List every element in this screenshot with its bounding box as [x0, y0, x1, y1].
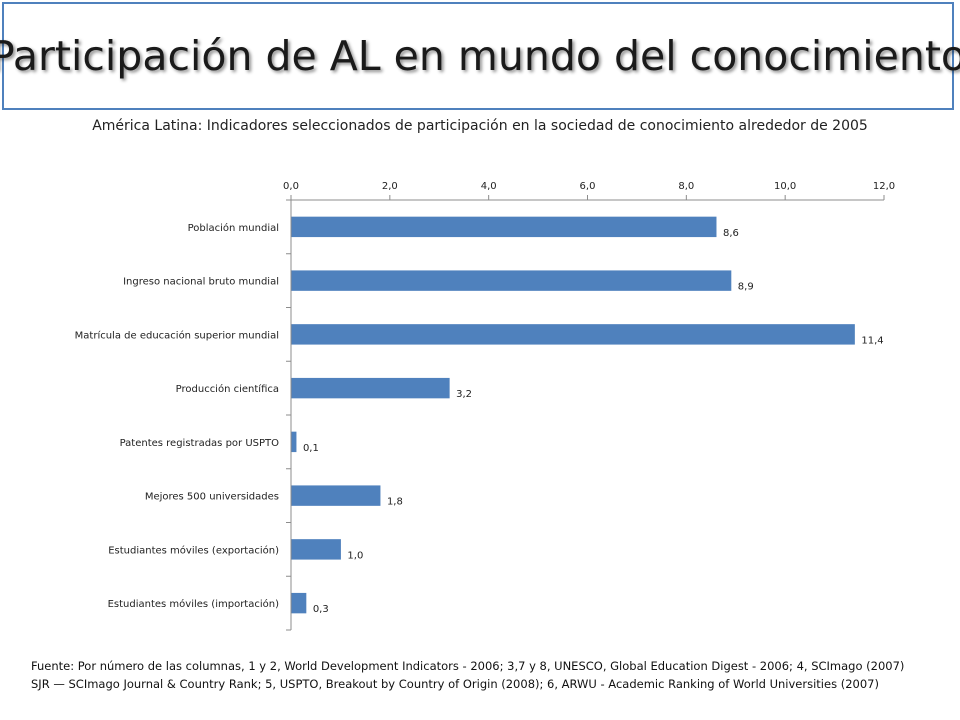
- data-label: 0,1: [303, 443, 319, 454]
- bar: [291, 324, 855, 345]
- category-label: Ingreso nacional bruto mundial: [123, 277, 279, 288]
- source-footnote: Fuente: Por número de las columnas, 1 y …: [31, 657, 951, 693]
- x-tick-label: 2,0: [382, 181, 398, 192]
- category-label: Estudiantes móviles (exportación): [108, 544, 279, 556]
- x-tick-label: 12,0: [873, 181, 895, 192]
- bar: [291, 539, 341, 560]
- category-label: Estudiantes móviles (importación): [108, 598, 279, 610]
- category-label: Mejores 500 universidades: [145, 492, 279, 503]
- title-box: Participación de AL en mundo del conocim…: [0, 2, 960, 110]
- category-label: Población mundial: [188, 222, 279, 234]
- x-tick-label: 0,0: [283, 181, 299, 192]
- bar-chart: 0,0 2,0 4,0 6,0 8,0 10,0 12,0 Población mundial…: [75, 181, 895, 631]
- chart-title: América Latina: Indicadores seleccionado…: [92, 118, 868, 134]
- category-label: Patentes registradas por USPTO: [120, 438, 280, 449]
- data-label: 11,4: [861, 335, 883, 346]
- x-tick-label: 6,0: [580, 181, 596, 192]
- data-label: 1,0: [347, 550, 363, 561]
- footnote-line-2: SJR — SCImago Journal & Country Rank; 5,…: [31, 677, 879, 691]
- bar: [291, 270, 732, 291]
- bar: [291, 431, 297, 453]
- x-tick-label: 8,0: [678, 181, 694, 192]
- bar: [291, 216, 717, 238]
- x-tick-label: 4,0: [481, 181, 497, 192]
- bar: [291, 485, 381, 506]
- page-title: Participación de AL en mundo del conocim…: [0, 32, 960, 80]
- bar: [291, 377, 450, 399]
- data-label: 8,9: [738, 282, 754, 293]
- data-label: 0,3: [313, 604, 329, 615]
- category-label: Matrícula de educación superior mundial: [75, 329, 279, 341]
- bar: [291, 592, 307, 614]
- category-label: Producción científica: [176, 383, 279, 395]
- footnote-line-1: Fuente: Por número de las columnas, 1 y …: [31, 659, 905, 673]
- data-label: 3,2: [456, 389, 472, 400]
- x-tick-label: 10,0: [774, 181, 796, 192]
- data-label: 1,8: [387, 497, 403, 508]
- data-label: 8,6: [723, 228, 739, 239]
